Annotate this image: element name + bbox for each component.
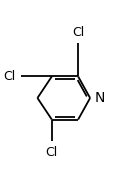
Text: Cl: Cl bbox=[72, 26, 84, 39]
Text: Cl: Cl bbox=[46, 146, 58, 159]
Text: Cl: Cl bbox=[4, 70, 16, 83]
Text: N: N bbox=[95, 91, 105, 105]
